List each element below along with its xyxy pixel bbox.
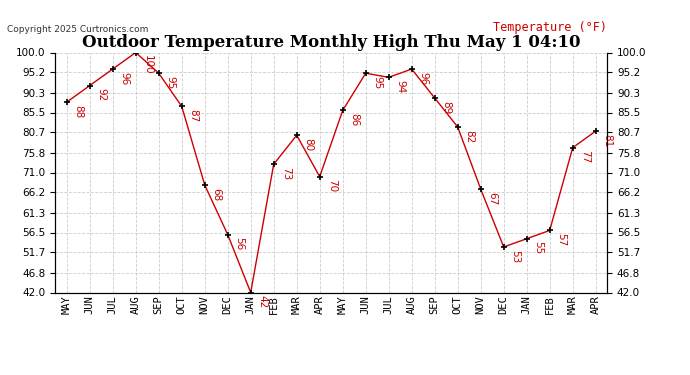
Text: 96: 96 xyxy=(419,72,428,85)
Text: 86: 86 xyxy=(350,113,359,126)
Text: 68: 68 xyxy=(212,188,221,201)
Text: 87: 87 xyxy=(188,109,199,122)
Title: Outdoor Temperature Monthly High Thu May 1 04:10: Outdoor Temperature Monthly High Thu May… xyxy=(82,34,580,51)
Text: 57: 57 xyxy=(557,233,566,246)
Text: 96: 96 xyxy=(119,72,130,85)
Text: 70: 70 xyxy=(326,179,337,192)
Text: 67: 67 xyxy=(488,192,497,205)
Text: 81: 81 xyxy=(602,134,613,147)
Text: 94: 94 xyxy=(395,80,406,93)
Text: 95: 95 xyxy=(166,76,176,89)
Text: 100: 100 xyxy=(143,55,152,75)
Text: 42: 42 xyxy=(257,295,268,309)
Text: 73: 73 xyxy=(281,167,290,180)
Text: 53: 53 xyxy=(511,250,521,263)
Text: 80: 80 xyxy=(304,138,314,151)
Text: Copyright 2025 Curtronics.com: Copyright 2025 Curtronics.com xyxy=(7,25,148,34)
Text: 89: 89 xyxy=(442,101,452,114)
Text: 56: 56 xyxy=(235,237,245,250)
Text: 77: 77 xyxy=(580,150,590,164)
Text: 82: 82 xyxy=(464,130,475,143)
Text: 55: 55 xyxy=(533,242,544,255)
Text: 92: 92 xyxy=(97,88,107,102)
Text: 88: 88 xyxy=(74,105,83,118)
Text: 95: 95 xyxy=(373,76,383,89)
Text: Temperature (°F): Temperature (°F) xyxy=(493,21,607,34)
